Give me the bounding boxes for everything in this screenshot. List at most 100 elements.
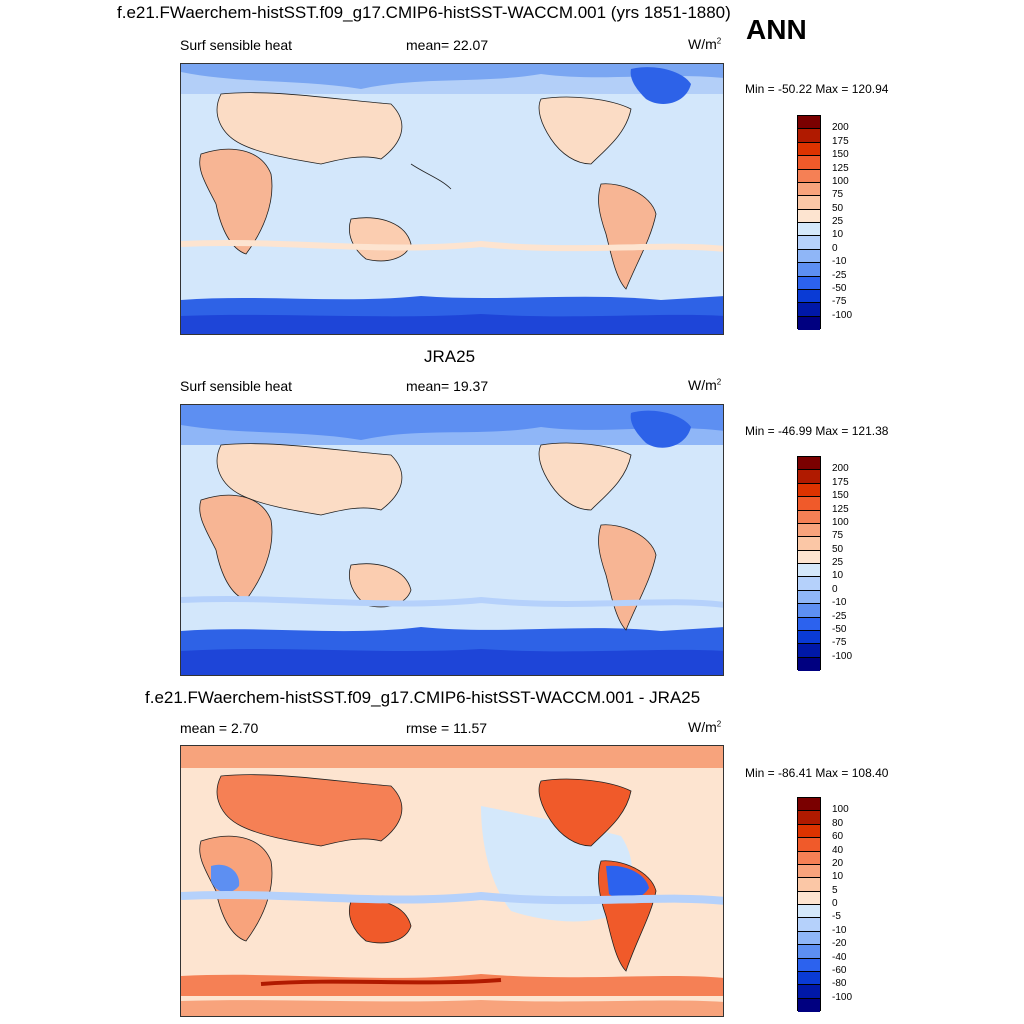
colorbar-tick-label: -100 [832, 309, 853, 321]
panel-3-rmse: rmse = 11.57 [406, 720, 488, 736]
colorbar-swatch [798, 864, 820, 879]
colorbar-tick-label: 150 [832, 149, 849, 161]
panel-1-unit: W/m2 [688, 36, 722, 52]
colorbar-tick-label: 60 [832, 831, 844, 843]
panel-1-colorbar [797, 115, 821, 330]
colorbar-tick-label: -100 [832, 991, 853, 1003]
colorbar-tick-label: -100 [832, 650, 853, 662]
panel-3-minmax: Min = -86.41 Max = 108.40 [745, 766, 889, 780]
colorbar-swatch [798, 891, 820, 905]
colorbar-swatch [798, 604, 820, 618]
panel-2-variable-label: Surf sensible heat [180, 378, 293, 394]
colorbar-swatch [798, 510, 820, 524]
colorbar-swatch [798, 169, 820, 183]
colorbar-tick-label: 100 [832, 516, 849, 528]
panel-3-colorbar [797, 797, 821, 1012]
panel-3-map [180, 745, 724, 1017]
panel-1-title: f.e21.FWaerchem-histSST.f09_g17.CMIP6-hi… [117, 3, 731, 22]
colorbar-tick-label: -60 [832, 964, 847, 976]
colorbar-tick-label: -10 [832, 924, 847, 936]
panel-2-minmax: Min = -46.99 Max = 121.38 [745, 424, 889, 438]
colorbar-swatch [798, 824, 820, 839]
colorbar-tick-label: 150 [832, 490, 849, 502]
colorbar-tick-label: 125 [832, 503, 849, 515]
colorbar-tick-label: -10 [832, 256, 847, 268]
colorbar-swatch [798, 470, 820, 484]
colorbar-tick-label: -20 [832, 938, 847, 950]
panel-2-map [180, 404, 724, 676]
colorbar-tick-label: 10 [832, 229, 844, 241]
colorbar-tick-label: 100 [832, 175, 849, 187]
colorbar-tick-label: 25 [832, 216, 844, 227]
colorbar-swatch [798, 878, 820, 892]
colorbar-tick-label: 10 [832, 871, 844, 883]
panel-3-title: f.e21.FWaerchem-histSST.f09_g17.CMIP6-hi… [145, 688, 701, 707]
colorbar-tick-label: 80 [832, 817, 844, 829]
colorbar-swatch [798, 931, 820, 946]
colorbar-swatch [798, 276, 820, 290]
colorbar-swatch [798, 156, 820, 170]
panel-1-mean: mean= 22.07 [406, 37, 489, 53]
colorbar-swatch [798, 617, 820, 631]
colorbar-tick-label: -80 [832, 978, 847, 990]
colorbar-swatch [798, 630, 820, 645]
colorbar-tick-label: 200 [832, 463, 849, 475]
colorbar-tick-label: 100 [832, 804, 849, 816]
colorbar-swatch [798, 998, 820, 1012]
panel-2-unit: W/m2 [688, 377, 722, 393]
colorbar-swatch [798, 657, 820, 671]
panel-1-map [180, 63, 724, 335]
panel-3-mean: mean = 2.70 [180, 720, 259, 736]
panel-2-title: JRA25 [424, 347, 476, 366]
colorbar-swatch [798, 644, 820, 658]
colorbar-tick-label: 50 [832, 202, 844, 214]
colorbar-tick-label: -40 [832, 951, 847, 963]
panel-1-map-graphic [181, 64, 723, 334]
colorbar-swatch [798, 196, 820, 210]
colorbar-swatch [798, 129, 820, 143]
panel-1-minmax: Min = -50.22 Max = 120.94 [745, 82, 889, 96]
colorbar-swatch [798, 263, 820, 277]
colorbar-tick-label: 40 [832, 844, 844, 856]
colorbar-tick-label: 175 [832, 476, 849, 488]
colorbar-tick-label: 200 [832, 122, 849, 134]
colorbar-swatch [798, 958, 820, 972]
panel-2-colorbar [797, 456, 821, 671]
colorbar-tick-label: -25 [832, 610, 847, 622]
colorbar-swatch [798, 249, 820, 264]
panel-2-map-graphic [181, 405, 723, 675]
colorbar-tick-label: -10 [832, 597, 847, 609]
colorbar-tick-label: 125 [832, 162, 849, 174]
colorbar-tick-label: -75 [832, 296, 847, 308]
panel-2-mean: mean= 19.37 [406, 378, 489, 394]
colorbar-swatch [798, 483, 820, 498]
colorbar-tick-label: 25 [832, 557, 844, 568]
colorbar-swatch [798, 945, 820, 959]
colorbar-swatch [798, 457, 820, 471]
colorbar-swatch [798, 905, 820, 919]
colorbar-tick-label: 0 [832, 242, 838, 254]
colorbar-swatch [798, 182, 820, 197]
colorbar-swatch [798, 798, 820, 812]
colorbar-tick-label: 50 [832, 543, 844, 555]
colorbar-swatch [798, 289, 820, 304]
colorbar-swatch [798, 303, 820, 317]
colorbar-tick-label: 0 [832, 898, 838, 909]
colorbar-swatch [798, 564, 820, 578]
colorbar-swatch [798, 838, 820, 852]
panel-3-map-graphic [181, 746, 723, 1016]
colorbar-swatch [798, 811, 820, 825]
colorbar-swatch [798, 236, 820, 250]
colorbar-swatch [798, 537, 820, 551]
colorbar-swatch [798, 577, 820, 591]
colorbar-tick-label: -25 [832, 269, 847, 281]
panel-3-unit: W/m2 [688, 719, 722, 735]
colorbar-tick-label: -5 [832, 911, 841, 923]
colorbar-swatch [798, 985, 820, 999]
colorbar-swatch [798, 918, 820, 932]
colorbar-swatch [798, 209, 820, 223]
colorbar-swatch [798, 590, 820, 605]
season-label: ANN [746, 14, 807, 45]
colorbar-swatch [798, 851, 820, 865]
colorbar-swatch [798, 223, 820, 237]
